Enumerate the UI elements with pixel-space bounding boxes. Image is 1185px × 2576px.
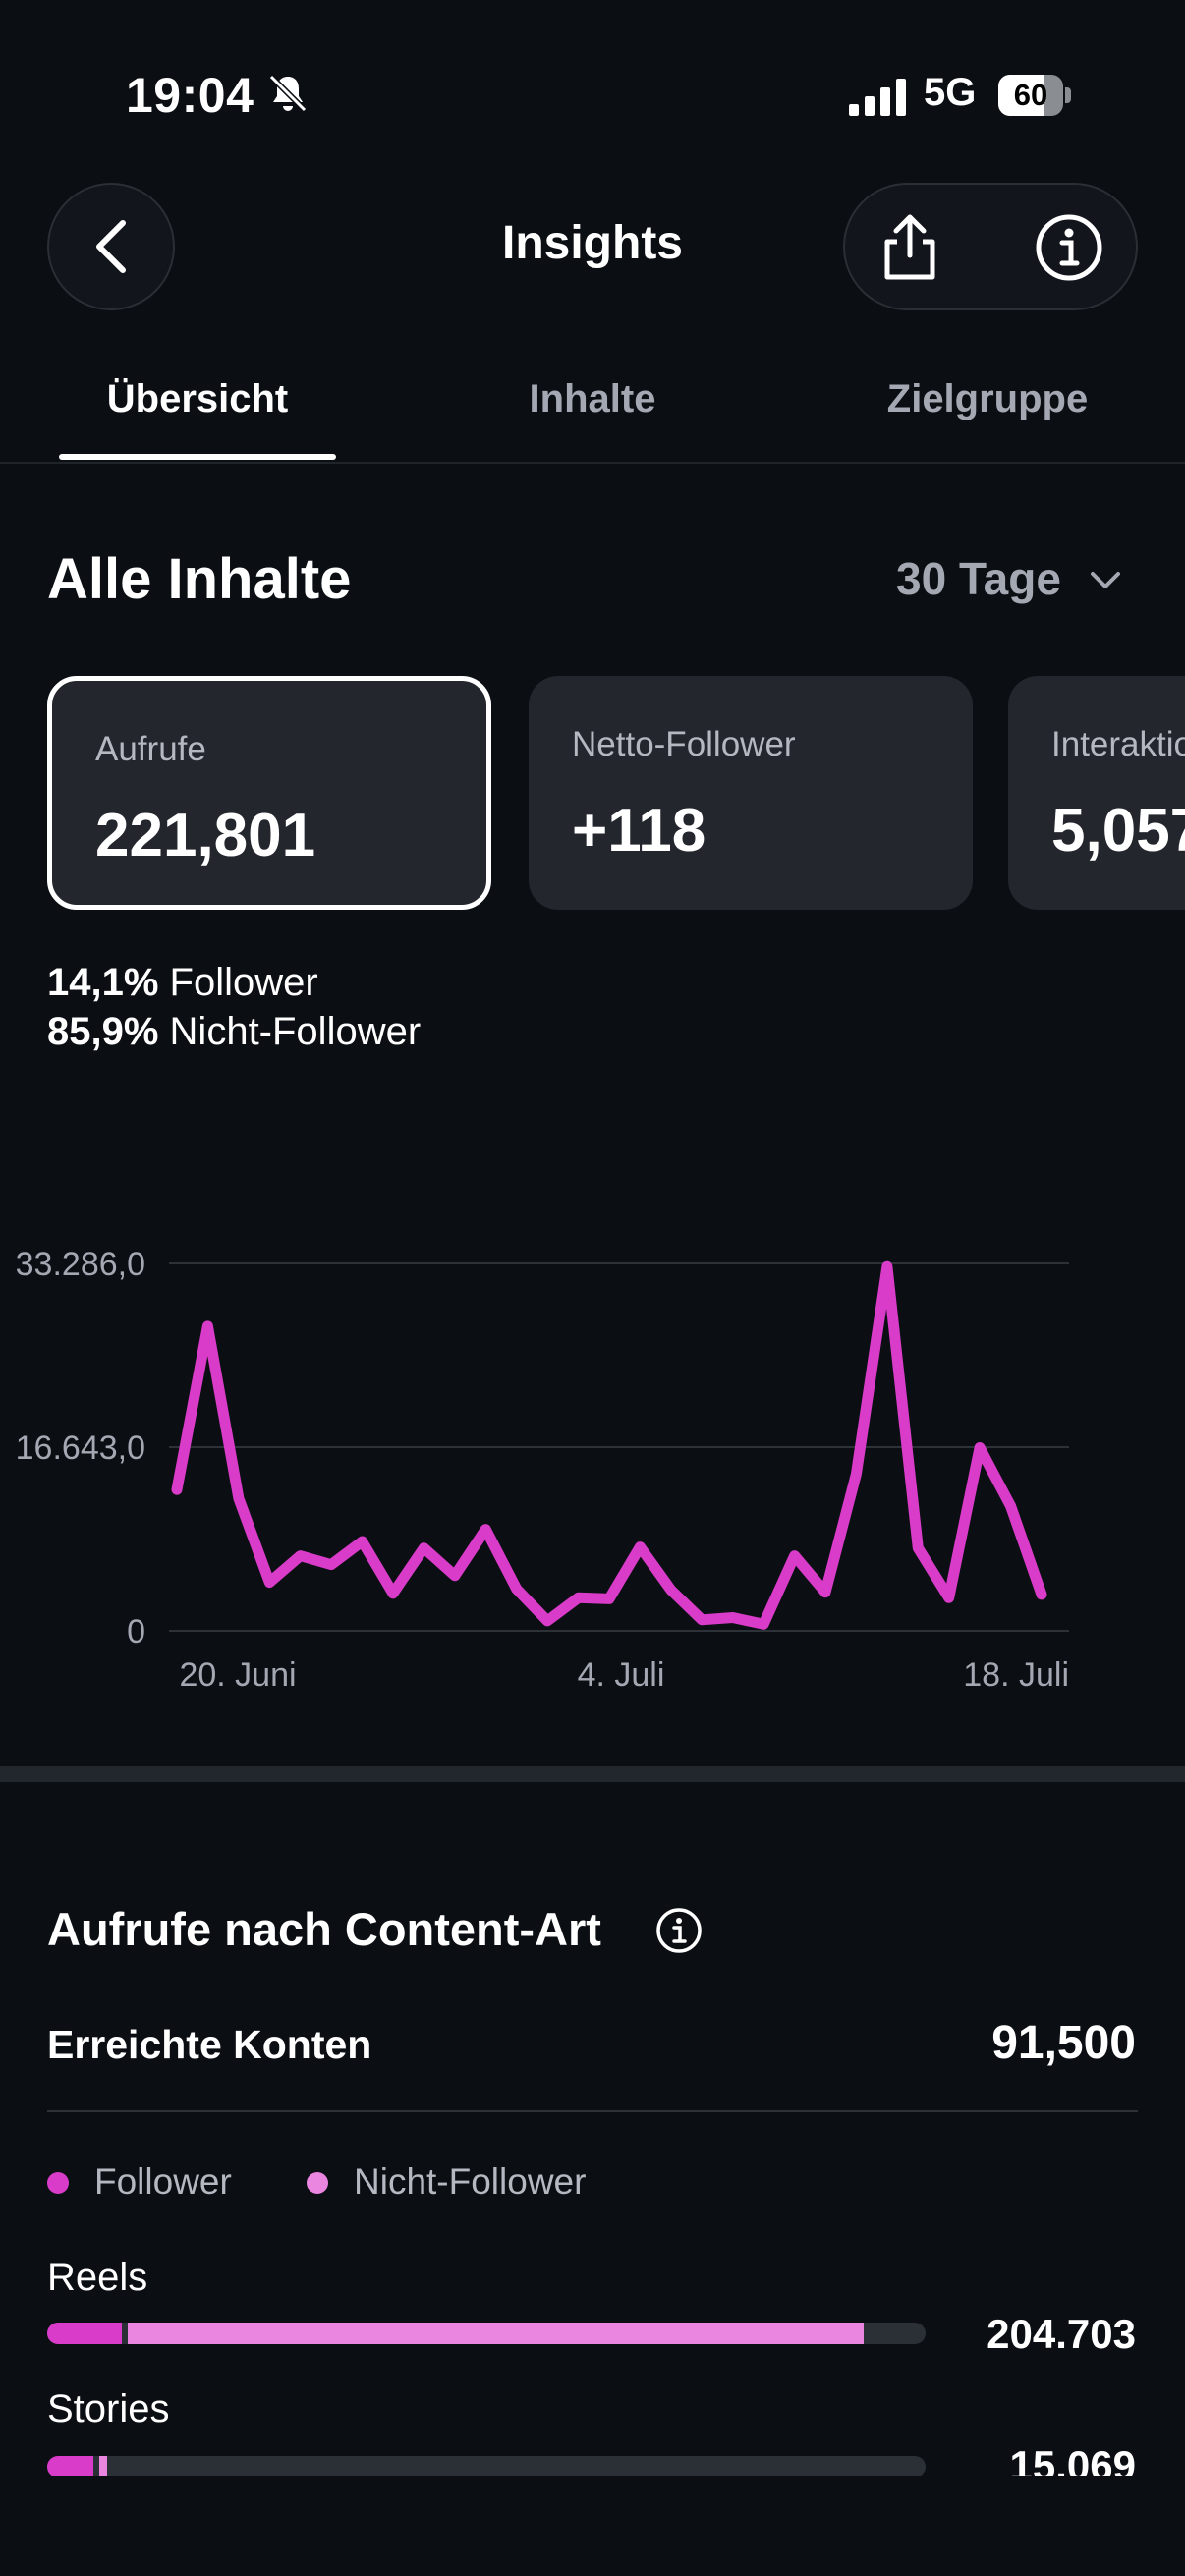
metric-value: +118 <box>572 797 706 865</box>
back-button[interactable] <box>47 183 175 310</box>
row-value-reels: 204.703 <box>987 2311 1136 2357</box>
section-title: Alle Inhalte <box>47 547 352 611</box>
page-title: Insights <box>501 217 683 269</box>
y-tick-label: 0 <box>127 1613 145 1651</box>
y-tick-label: 33.286,0 <box>16 1246 145 1283</box>
bell-muted-icon <box>268 74 308 113</box>
metric-card-net-followers[interactable]: Netto-Follower +118 <box>529 676 973 910</box>
bar-stories <box>47 2456 926 2478</box>
metric-value: 221,801 <box>95 802 316 869</box>
metric-label: Interaktionen <box>1051 725 1185 763</box>
row-label-reels: Reels <box>47 2256 148 2299</box>
views-line-chart: 33.286,0 16.643,0 0 20. Juni 4. Juli 18. Juli <box>16 1246 1069 1694</box>
legend-dot-follower <box>47 2172 69 2194</box>
legend-follower: Follower <box>94 2161 232 2202</box>
y-tick-label: 16.643,0 <box>16 1429 145 1467</box>
tabs-divider <box>0 462 1185 464</box>
date-range-dropdown[interactable]: 30 Tage <box>896 553 1061 604</box>
tab-audience[interactable]: Zielgruppe <box>886 377 1089 420</box>
section-divider <box>0 1766 1185 1782</box>
follower-share-pct: 14,1% <box>47 961 159 1004</box>
follower-share: 14,1% Follower <box>47 961 318 1005</box>
divider <box>47 2110 1138 2112</box>
bar-segment-nonfollower <box>99 2456 107 2478</box>
metric-label: Aufrufe <box>95 730 206 768</box>
x-tick-label: 20. Juni <box>179 1656 296 1694</box>
signal-icon <box>849 79 906 116</box>
nonfollower-share: 85,9% Nicht-Follower <box>47 1010 421 1054</box>
active-tab-indicator <box>59 454 336 460</box>
info-icon[interactable] <box>654 1906 704 1955</box>
share-button[interactable] <box>871 208 949 287</box>
legend-dot-nonfollower <box>307 2172 328 2194</box>
reached-accounts-label: Erreichte Konten <box>47 2022 372 2067</box>
metric-label: Netto-Follower <box>572 725 796 763</box>
x-tick-label: 4. Juli <box>578 1656 665 1694</box>
battery-level: 60 <box>1013 78 1048 112</box>
share-icon <box>884 214 935 280</box>
reached-accounts-value: 91,500 <box>991 2017 1136 2069</box>
bottom-cutoff <box>0 2476 1185 2576</box>
legend-nonfollower: Nicht-Follower <box>354 2161 587 2202</box>
network-type: 5G <box>924 71 977 114</box>
info-button[interactable] <box>1030 208 1108 287</box>
status-time: 19:04 <box>126 68 254 123</box>
nonfollower-share-pct: 85,9% <box>47 1010 159 1053</box>
content-type-title: Aufrufe nach Content-Art <box>47 1903 601 1955</box>
chevron-down-icon[interactable] <box>1089 568 1122 593</box>
series-line <box>171 1260 1047 1630</box>
row-label-stories: Stories <box>47 2387 170 2431</box>
metric-card-views[interactable]: Aufrufe 221,801 <box>47 676 491 910</box>
nonfollower-share-label: Nicht-Follower <box>169 1010 422 1053</box>
bar-segment-follower <box>47 2323 122 2344</box>
header-actions <box>843 183 1138 310</box>
follower-share-label: Follower <box>169 961 318 1004</box>
tab-overview[interactable]: Übersicht <box>106 377 289 420</box>
metric-card-interactions[interactable]: Interaktionen 5,057 <box>1008 676 1185 910</box>
x-tick-label: 18. Juli <box>963 1656 1069 1694</box>
bar-reels <box>47 2323 926 2344</box>
tab-content[interactable]: Inhalte <box>529 377 656 420</box>
bar-segment-follower <box>47 2456 94 2478</box>
bar-segment-nonfollower <box>127 2323 865 2344</box>
battery-icon: 60 <box>998 75 1073 116</box>
info-icon <box>1036 214 1102 281</box>
metric-value: 5,057 <box>1051 797 1185 865</box>
chevron-left-icon <box>96 220 126 273</box>
